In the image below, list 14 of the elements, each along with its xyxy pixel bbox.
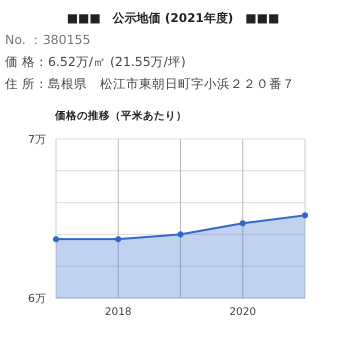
point <box>177 231 184 238</box>
point <box>52 236 60 242</box>
chart-title: ■■■ 公示地価 (2021年度) ■■■ <box>66 11 280 25</box>
chart-subtitle: 価格の推移（平米あたり） <box>54 109 187 122</box>
y-tick-label: 6万 <box>28 292 46 305</box>
point <box>240 220 246 226</box>
text: 住 所：島根県 松江市東朝日町字小浜２２０番７ <box>4 76 295 91</box>
text: 価 格：6.52万/㎡ (21.55万/坪) <box>5 54 186 69</box>
x-tick-label: 2020 <box>229 306 256 318</box>
y-tick-label: 7万 <box>28 133 46 146</box>
point <box>302 212 308 218</box>
text: No. ：380155 <box>5 32 90 47</box>
x-tick-label: 2018 <box>104 306 132 318</box>
point <box>115 236 122 242</box>
